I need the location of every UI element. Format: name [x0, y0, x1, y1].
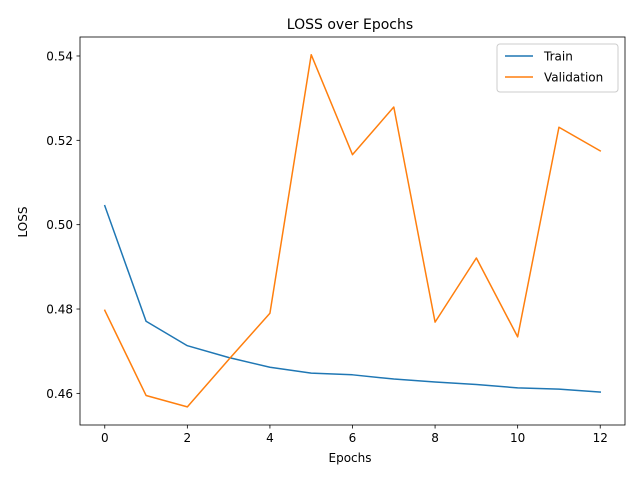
series-validation — [103, 53, 602, 408]
x-tick-label: 8 — [431, 431, 439, 445]
legend: Train Validation — [496, 43, 619, 93]
series-train — [103, 204, 602, 393]
x-tick-label: 6 — [349, 431, 357, 445]
y-axis-label: LOSS — [16, 207, 30, 238]
y-tick-label: 0.50 — [46, 218, 73, 232]
x-tick-label: 0 — [101, 431, 109, 445]
x-tick-label: 12 — [593, 431, 608, 445]
chart-title: LOSS over Epochs — [287, 17, 413, 33]
x-tick-label: 2 — [184, 431, 192, 445]
x-axis-label: Epochs — [329, 451, 372, 465]
legend-label-validation: Validation — [544, 71, 603, 85]
legend-label-train: Train — [543, 50, 573, 64]
axes: 0 2 4 6 8 10 12 0.46 0.48 0.50 0.52 0.54 — [46, 36, 626, 445]
y-tick-label: 0.52 — [46, 134, 73, 148]
x-tick-label: 10 — [510, 431, 525, 445]
y-tick-label: 0.48 — [46, 303, 73, 317]
plot-area — [103, 53, 602, 408]
x-tick-label: 4 — [266, 431, 274, 445]
y-tick-label: 0.54 — [46, 49, 73, 63]
y-tick-label: 0.46 — [46, 387, 73, 401]
